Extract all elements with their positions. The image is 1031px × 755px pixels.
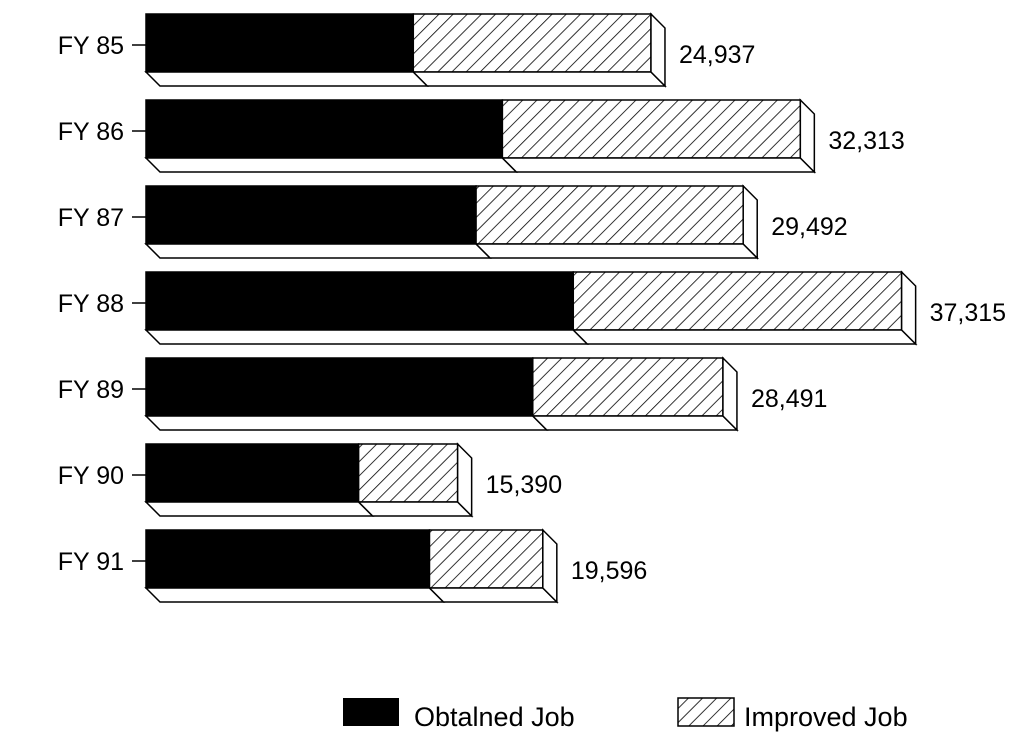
- total-label-0: 24,937: [679, 41, 755, 69]
- bar-obtained-4: [146, 358, 533, 416]
- bar-improved-4: [533, 358, 723, 416]
- bar-improved-1: [502, 100, 800, 158]
- legend-label-obtained: Obtalned Job: [414, 702, 575, 732]
- total-label-5: 15,390: [486, 471, 562, 499]
- bar-improved-0: [413, 14, 651, 72]
- legend-swatch-improved: [678, 698, 734, 726]
- total-label-2: 29,492: [771, 213, 847, 241]
- category-label-3: FY 88: [58, 290, 124, 318]
- category-label-0: FY 85: [58, 32, 124, 60]
- category-ticks: FY 85 FY 86 FY 87 FY 88 FY 89 FY 90 FY 91: [58, 32, 146, 576]
- category-label-1: FY 86: [58, 118, 124, 146]
- bar-bottom-obtained-5: [146, 502, 373, 516]
- total-label-3: 37,315: [930, 299, 1006, 327]
- category-label-2: FY 87: [58, 204, 124, 232]
- bar-bottom-obtained-6: [146, 588, 444, 602]
- bar-bottom-improved-6: [430, 588, 557, 602]
- bar-bottom-obtained-3: [146, 330, 587, 344]
- bar-obtained-6: [146, 530, 430, 588]
- bar-obtained-3: [146, 272, 573, 330]
- category-label-4: FY 89: [58, 376, 124, 404]
- bar-improved-6: [430, 530, 543, 588]
- legend: Obtalned Job Improved Job: [343, 698, 908, 732]
- bar-bottom-improved-4: [533, 416, 737, 430]
- category-label-6: FY 91: [58, 548, 124, 576]
- bar-improved-3: [573, 272, 901, 330]
- bar-obtained-5: [146, 444, 359, 502]
- legend-label-improved: Improved Job: [744, 702, 908, 732]
- bar-bottom-obtained-0: [146, 72, 427, 86]
- total-label-1: 32,313: [828, 127, 904, 155]
- total-label-4: 28,491: [751, 385, 827, 413]
- bar-bottom-obtained-4: [146, 416, 547, 430]
- bar-bottom-improved-1: [502, 158, 814, 172]
- category-label-5: FY 90: [58, 462, 124, 490]
- bar-bottom-obtained-2: [146, 244, 490, 258]
- bar-improved-5: [359, 444, 458, 502]
- bar-bottom-improved-5: [359, 502, 472, 516]
- bars-group: [146, 14, 916, 602]
- total-label-6: 19,596: [571, 557, 647, 585]
- legend-swatch-obtained: [343, 698, 399, 726]
- bar-obtained-2: [146, 186, 476, 244]
- bar-bottom-improved-2: [476, 244, 757, 258]
- bar-obtained-0: [146, 14, 413, 72]
- bar-obtained-1: [146, 100, 502, 158]
- bar-improved-2: [476, 186, 743, 244]
- bar-bottom-obtained-1: [146, 158, 516, 172]
- bar-bottom-improved-0: [413, 72, 665, 86]
- bar-bottom-improved-3: [573, 330, 915, 344]
